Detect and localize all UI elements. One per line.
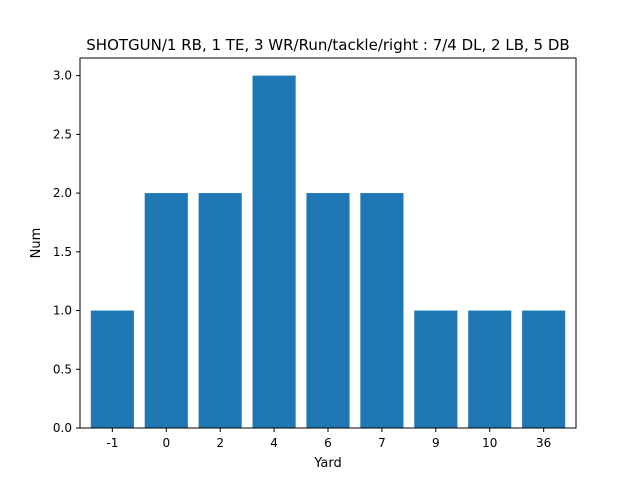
bar-10 xyxy=(468,310,512,428)
x-tick-label: 2 xyxy=(216,436,224,450)
y-axis: 0.0 0.5 1.0 1.5 2.0 2.5 3.0 xyxy=(53,69,80,435)
x-tick-label: 10 xyxy=(482,436,497,450)
bar-4 xyxy=(252,75,296,428)
bar-7 xyxy=(360,193,404,428)
y-tick-label: 0.0 xyxy=(53,421,72,435)
y-tick-label: 0.5 xyxy=(53,362,72,376)
y-tick-label: 1.5 xyxy=(53,245,72,259)
bar-2 xyxy=(198,193,242,428)
bar-36 xyxy=(522,310,566,428)
y-tick-label: 3.0 xyxy=(53,69,72,83)
y-tick-label: 2.5 xyxy=(53,127,72,141)
bar-9 xyxy=(414,310,458,428)
x-tick-label: 4 xyxy=(270,436,278,450)
x-tick-label: 36 xyxy=(536,436,551,450)
bar--1 xyxy=(90,310,134,428)
bars-group xyxy=(90,75,566,428)
x-tick-label: 9 xyxy=(432,436,440,450)
chart-title: SHOTGUN/1 RB, 1 TE, 3 WR/Run/tackle/righ… xyxy=(86,36,569,54)
plot-frame xyxy=(79,57,577,429)
y-axis-label: Num xyxy=(29,228,44,259)
x-tick-label: 7 xyxy=(378,436,386,450)
y-tick-label: 2.0 xyxy=(53,186,72,200)
bar-0 xyxy=(144,193,188,428)
x-axis: -1 0 2 4 6 7 9 10 36 xyxy=(106,428,551,450)
x-axis-label: Yard xyxy=(313,456,342,471)
x-tick-label: -1 xyxy=(106,436,118,450)
x-tick-label: 6 xyxy=(324,436,332,450)
bar-6 xyxy=(306,193,350,428)
y-tick-label: 1.0 xyxy=(53,304,72,318)
x-tick-label: 0 xyxy=(162,436,170,450)
